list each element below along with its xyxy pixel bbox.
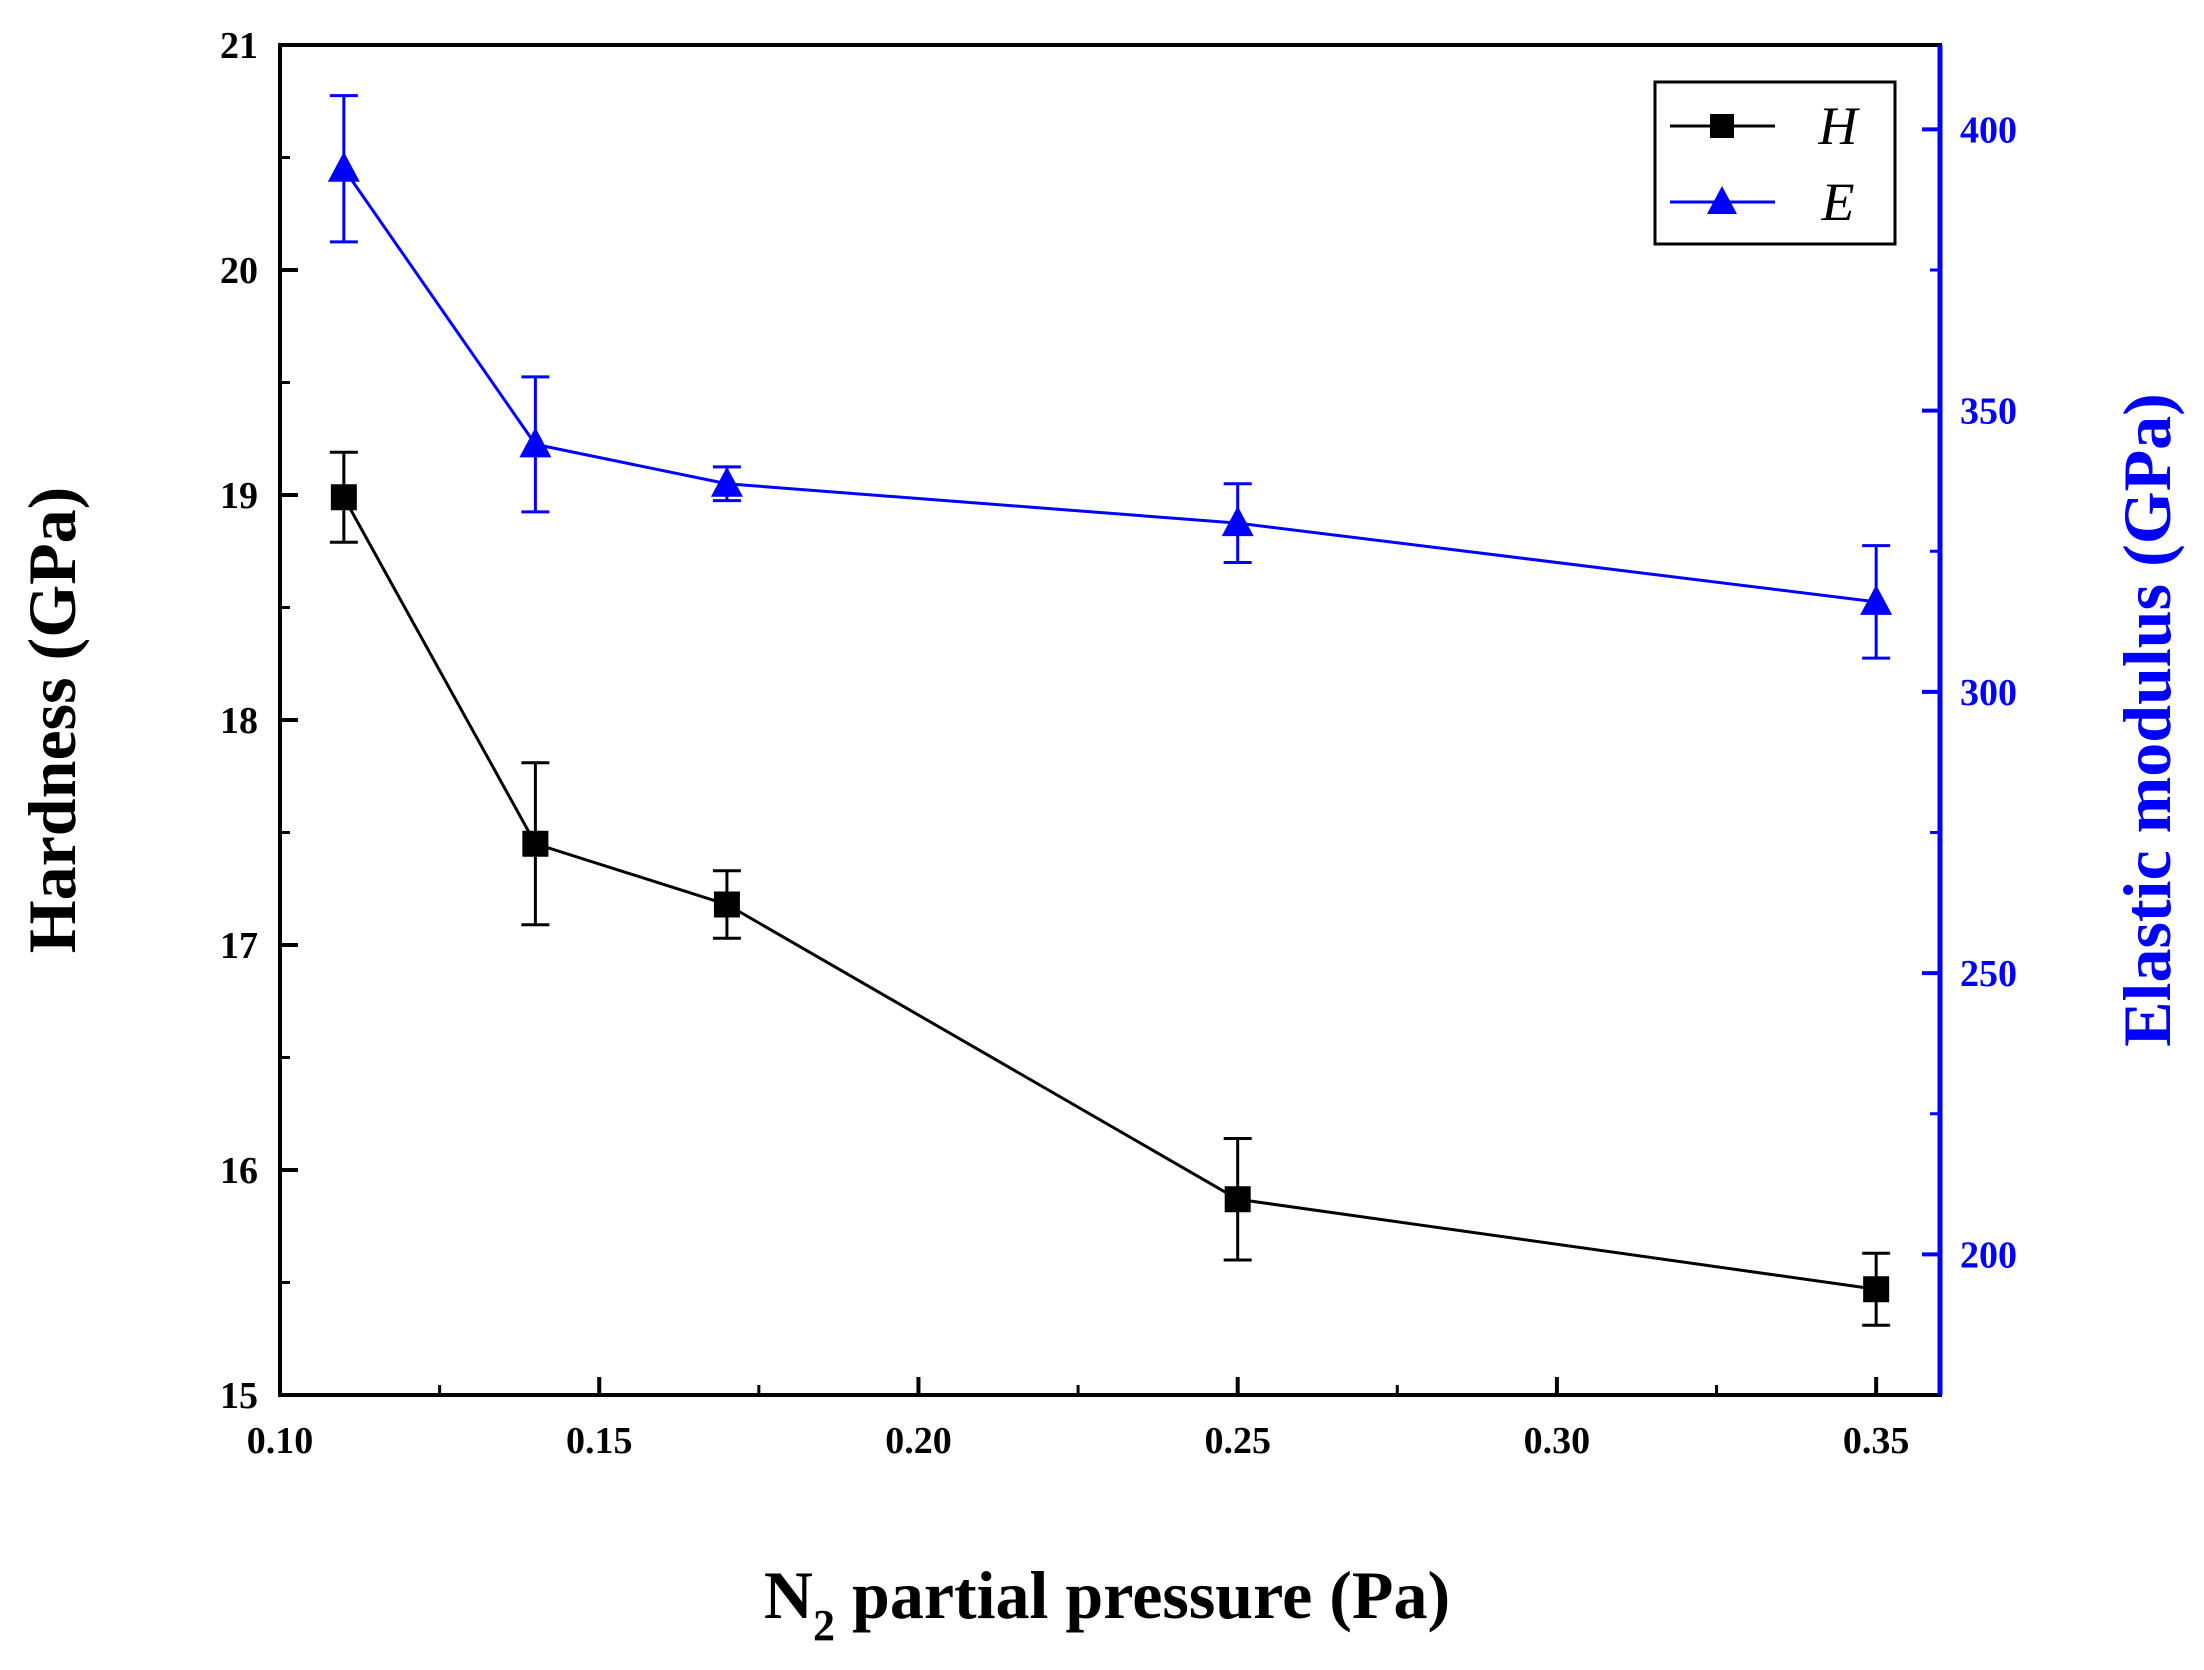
- legend-label-h: H: [1818, 96, 1861, 156]
- series-line-H: [342, 496, 1877, 1291]
- x-axis-title: N2 partial pressure (Pa): [764, 1557, 1450, 1650]
- left-y-axis-title: Hardness (GPa): [14, 487, 90, 954]
- x-axis-title-rest: partial pressure (Pa): [835, 1557, 1450, 1633]
- data-point-E: [710, 466, 743, 497]
- y2-tick-label: 300: [1960, 672, 2017, 714]
- data-point-E: [1221, 506, 1254, 537]
- x-tick-label: 0.25: [1204, 1420, 1271, 1462]
- data-point-E: [519, 427, 552, 458]
- legend-marker-h: [1710, 114, 1734, 138]
- x-axis-title-subscript: 2: [813, 1601, 835, 1650]
- plot-frame: [278, 43, 1942, 1397]
- legend-label-e: E: [1821, 172, 1855, 232]
- legend-marker-e: [1707, 186, 1737, 214]
- x-tick-label: 0.10: [247, 1420, 314, 1462]
- x-tick-label: 0.20: [885, 1420, 952, 1462]
- y-tick-label: 20: [220, 250, 258, 292]
- data-point-E: [327, 151, 360, 182]
- y2-tick-label: 400: [1960, 109, 2017, 151]
- data-point-E: [1860, 584, 1893, 615]
- right-y-axis-ticks: 200 250 300 350 400: [1922, 109, 2017, 1276]
- y-tick-label: 16: [220, 1150, 258, 1192]
- y-tick-label: 21: [220, 25, 258, 67]
- y2-tick-label: 200: [1960, 1234, 2017, 1276]
- right-y-axis-title: Elastic modulus (GPa): [2109, 393, 2185, 1047]
- y2-tick-label: 350: [1960, 391, 2017, 433]
- legend: H E: [1653, 80, 1897, 246]
- x-tick-label: 0.30: [1524, 1420, 1591, 1462]
- y-tick-label: 18: [220, 700, 258, 742]
- series-line-E: [342, 167, 1877, 604]
- data-point-H: [330, 484, 357, 511]
- data-point-H: [1224, 1186, 1251, 1213]
- x-axis-ticks: 0.10 0.15 0.20 0.25 0.30 0.35: [247, 1377, 1910, 1462]
- data-point-H: [713, 891, 740, 918]
- left-y-axis-ticks: 15 16 17 18 19 20 21: [220, 25, 298, 1417]
- x-tick-label: 0.15: [566, 1420, 633, 1462]
- series-H: [329, 450, 1891, 1327]
- legend-box: [1653, 80, 1897, 246]
- data-point-H: [522, 830, 549, 857]
- data-point-H: [1863, 1276, 1890, 1303]
- x-axis-title-main: N: [764, 1557, 813, 1633]
- y-tick-label: 19: [220, 475, 258, 517]
- x-tick-label: 0.35: [1843, 1420, 1910, 1462]
- series-layer: [327, 94, 1893, 1327]
- y2-tick-label: 250: [1960, 953, 2017, 995]
- series-E: [327, 94, 1893, 660]
- y-tick-label: 17: [220, 925, 258, 967]
- y-tick-label: 15: [220, 1375, 258, 1417]
